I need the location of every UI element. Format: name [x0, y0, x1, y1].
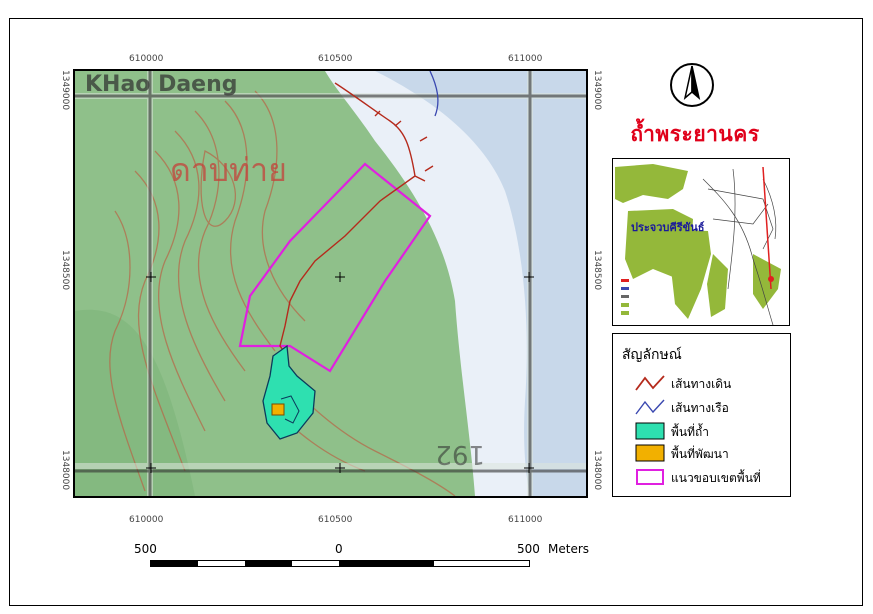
boundary-outline: [238, 162, 432, 373]
boat-route: [429, 71, 439, 117]
legend-item-boat: เส้นทางเรือ: [635, 398, 790, 416]
legend-label-trail: เส้นทางเดิน: [671, 377, 732, 391]
coord-left-2: 1348500: [60, 250, 70, 291]
inset-forest-1: [615, 164, 688, 203]
coord-right-2: 1348500: [592, 250, 602, 291]
legend-title: สัญลักษณ์: [622, 347, 682, 363]
legend-item-boundary: แนวขอบเขตพื้นที่: [635, 468, 790, 486]
coord-top-1: 610000: [129, 54, 164, 64]
scale-label-right: 500: [517, 542, 540, 556]
cave-inner-line: [280, 395, 300, 424]
coord-top-2: 610500: [318, 54, 353, 64]
inset-roads: [702, 168, 777, 325]
legend-item-development: พื้นที่พัฒนา: [635, 444, 790, 462]
map-canvas: KHao Daeng ดาบท่าย 192: [75, 71, 586, 496]
inset-coast-route: [762, 166, 772, 290]
trail-ticks: [374, 110, 434, 172]
inset-canvas: ประจวบคีรีขันธ์: [613, 159, 789, 325]
boundary-outline-icon: [636, 469, 664, 485]
development-fill-icon: [635, 444, 665, 462]
scale-seg-3: [245, 561, 292, 566]
contour-lines: [109, 90, 456, 496]
coord-bottom-2: 610500: [318, 515, 353, 525]
inset-label: ประจวบคีรีขันธ์: [631, 221, 705, 234]
legend-item-cave: พื้นที่ถ้ำ: [635, 422, 790, 440]
inset-forest-4: [707, 254, 728, 317]
legend-item-trail: เส้นทางเดิน: [635, 374, 790, 392]
trail-line-icon: [635, 375, 665, 391]
land-shade: [75, 309, 195, 496]
inset-forest-3: [663, 229, 711, 319]
scale-seg-1: [151, 561, 198, 566]
scale-seg-5: [339, 561, 434, 566]
basemap-text-mid: ดาบท่าย: [170, 151, 287, 189]
contour-label: 192: [435, 439, 485, 469]
cave-area: [262, 344, 316, 440]
boat-line-icon: [635, 399, 665, 415]
legend-label-development: พื้นที่พัฒนา: [671, 447, 729, 461]
coord-right-1: 1349000: [592, 70, 602, 111]
scale-label-center: 0: [335, 542, 343, 556]
coord-right-3: 1348000: [592, 450, 602, 491]
inset-location-marker: [768, 276, 774, 282]
scale-bar: [150, 560, 530, 567]
basemap-grid-dark: [75, 71, 586, 496]
coord-left-3: 1348000: [60, 450, 70, 491]
graticule-crosses: [146, 272, 534, 473]
development-area: [271, 403, 285, 416]
coord-bottom-1: 610000: [129, 515, 164, 525]
legend-label-boundary: แนวขอบเขตพื้นที่: [671, 471, 761, 485]
north-arrow-icon: [669, 62, 715, 108]
scale-seg-2: [198, 561, 245, 566]
walking-trail: [279, 82, 426, 354]
coord-left-1: 1349000: [60, 70, 70, 111]
map-title: ถ้ำพระยานคร: [630, 121, 760, 146]
scale-seg-4: [292, 561, 339, 566]
topographic-map[interactable]: KHao Daeng ดาบท่าย 192: [73, 69, 588, 498]
scale-label-unit: Meters: [548, 542, 590, 556]
scale-label-left: 500: [134, 542, 157, 556]
map-frame: [9, 18, 863, 606]
coord-top-3: 611000: [508, 54, 543, 64]
legend-label-boat: เส้นทางเรือ: [671, 401, 729, 415]
basemap-text-top: KHao Daeng: [85, 72, 238, 97]
scale-seg-6: [434, 561, 529, 566]
inset-forest-5: [753, 254, 781, 309]
coord-bottom-3: 611000: [508, 515, 543, 525]
inset-mini-legend: [621, 279, 629, 315]
inset-location-map[interactable]: ประจวบคีรีขันธ์: [612, 158, 790, 326]
legend-label-cave: พื้นที่ถ้ำ: [671, 425, 710, 439]
cave-fill-icon: [635, 422, 665, 440]
legend: สัญลักษณ์ เส้นทางเดิน เส้นทางเรือ พื้นที…: [612, 333, 791, 497]
sea-shallow: [375, 71, 586, 496]
